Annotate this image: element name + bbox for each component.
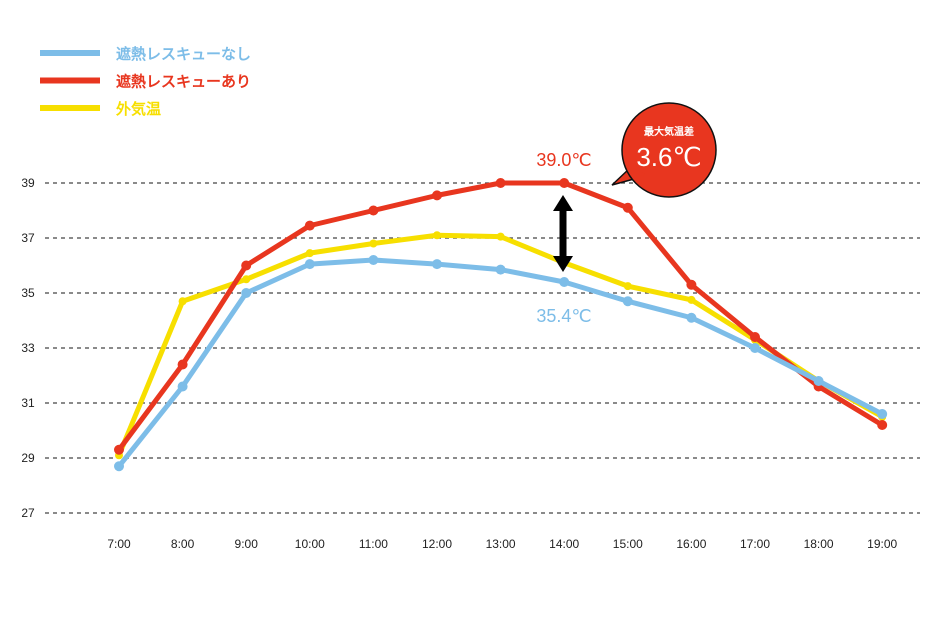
data-point — [559, 277, 570, 287]
data-point — [114, 461, 124, 472]
data-point — [622, 202, 633, 213]
x-tick-label: 16:00 — [676, 537, 706, 551]
max-temp-label: 39.0℃ — [536, 150, 591, 170]
legend-label: 遮熱レスキューなし — [116, 45, 251, 63]
max-difference-bubble: 最大気温差 3.6℃ — [611, 102, 717, 198]
x-tick-label: 9:00 — [235, 537, 259, 551]
series-line — [117, 257, 884, 468]
y-tick-label: 39 — [21, 176, 35, 190]
y-tick-label: 31 — [21, 396, 35, 410]
x-tick-label: 10:00 — [295, 537, 325, 551]
data-point — [241, 260, 252, 271]
data-point — [114, 444, 124, 455]
x-tick-label: 8:00 — [171, 537, 195, 551]
legend-label: 外気温 — [115, 100, 161, 118]
bubble-title: 最大気温差 — [644, 125, 694, 138]
data-point — [686, 279, 697, 290]
x-tick-label: 18:00 — [804, 537, 834, 551]
data-point — [750, 332, 760, 342]
data-point — [177, 359, 188, 370]
data-point — [178, 297, 187, 306]
data-point — [495, 264, 506, 275]
data-point — [432, 259, 442, 270]
difference-arrow-icon — [553, 195, 573, 272]
data-point — [368, 255, 379, 265]
data-point — [496, 232, 505, 241]
grid: 27 29 31 33 35 37 39 — [21, 176, 920, 520]
legend-label: 遮熱レスキューあり — [116, 73, 251, 91]
series-0 — [114, 255, 888, 472]
x-tick-label: 7:00 — [107, 537, 131, 551]
x-tick-label: 15:00 — [613, 537, 643, 551]
data-point — [813, 376, 824, 386]
x-axis: 7:00 8:00 9:00 10:00 11:00 12:00 13:00 14:00 15:… — [107, 537, 897, 551]
data-point — [241, 288, 252, 298]
data-point — [242, 275, 251, 284]
data-point — [433, 231, 441, 240]
data-point — [877, 420, 888, 430]
data-point — [177, 381, 188, 392]
data-point — [432, 190, 442, 201]
x-tick-label: 12:00 — [422, 537, 452, 551]
x-tick-label: 17:00 — [740, 537, 770, 551]
x-tick-label: 14:00 — [549, 537, 579, 551]
y-tick-label: 37 — [21, 231, 35, 245]
data-point — [304, 220, 315, 231]
y-tick-label: 35 — [21, 286, 35, 300]
x-tick-label: 13:00 — [486, 537, 516, 551]
series-line — [116, 180, 884, 452]
series-group — [114, 178, 888, 472]
x-tick-label: 19:00 — [867, 537, 897, 551]
data-point — [304, 259, 315, 270]
y-tick-label: 27 — [21, 506, 35, 520]
data-point — [877, 409, 888, 419]
data-point — [495, 178, 506, 188]
data-point — [686, 312, 697, 323]
data-point — [368, 205, 379, 216]
y-tick-label: 29 — [21, 451, 35, 465]
bubble-value: 3.6℃ — [636, 142, 701, 172]
y-tick-label: 33 — [21, 341, 35, 355]
x-tick-label: 11:00 — [359, 537, 388, 551]
min-temp-label: 35.4℃ — [536, 306, 591, 326]
data-point — [305, 249, 314, 258]
data-point — [623, 282, 632, 291]
data-point — [622, 296, 633, 307]
data-point — [750, 343, 760, 353]
data-point — [687, 295, 696, 304]
data-point — [559, 178, 570, 188]
data-point — [369, 239, 378, 248]
